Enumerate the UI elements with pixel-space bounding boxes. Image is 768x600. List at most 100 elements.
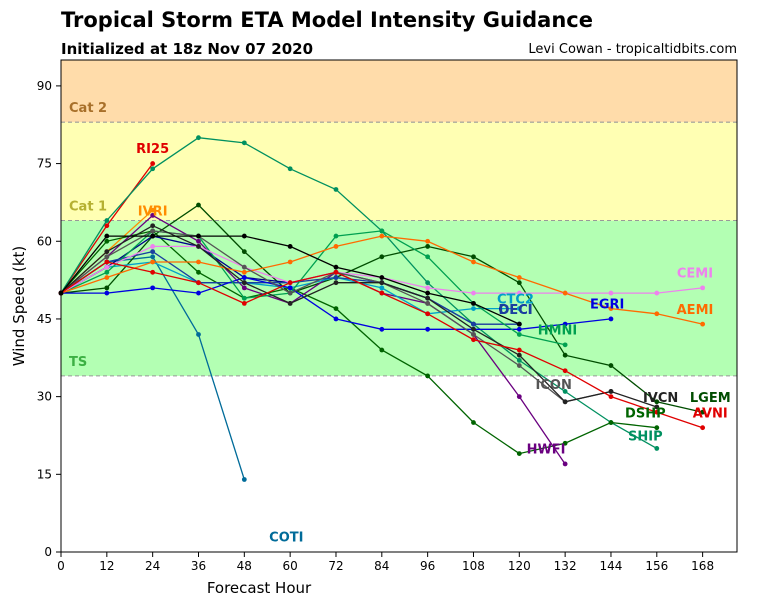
data-point-ivcn-12 (104, 249, 110, 255)
y-tick-label-0: 0 (44, 545, 52, 559)
data-point-lgem-144 (608, 363, 614, 368)
data-point-dshp-72 (333, 306, 339, 311)
data-point-icon-24 (150, 228, 156, 234)
data-point-aemi-96 (425, 238, 431, 244)
data-point-aemi-24 (150, 259, 156, 265)
y-tick-label-60: 60 (37, 234, 52, 248)
data-point-ivcn-72 (333, 280, 339, 286)
x-tick-label-0: 0 (57, 559, 65, 573)
y-tick-label-45: 45 (37, 312, 52, 326)
series-label-deci: DECI (498, 303, 532, 318)
data-point-egri-48 (241, 275, 247, 280)
data-point-egri-84 (379, 326, 385, 332)
x-tick-label-24: 24 (145, 559, 160, 573)
data-point-cemi-120 (516, 290, 522, 296)
data-point-egri-96 (425, 326, 431, 332)
data-point-aemi-144 (608, 306, 614, 311)
series-label-hwfi: HWFI (527, 443, 566, 458)
series-label-aemi: AEMI (677, 303, 714, 318)
data-point-egri-60 (287, 285, 293, 291)
intensity-bands (61, 60, 737, 377)
data-point-cemi-108 (471, 290, 476, 296)
series-label-ship: SHIP (628, 430, 663, 445)
series-label-ivcn: IVCN (643, 391, 678, 406)
band-cat-1 (61, 122, 737, 221)
x-tick-label-48: 48 (237, 559, 252, 573)
data-point-lgem-36 (196, 202, 201, 208)
data-point-ivcn-60 (287, 301, 293, 306)
data-point-aemi-156 (654, 311, 660, 317)
data-point-hmni-12 (104, 269, 110, 275)
data-point-black-48 (241, 233, 247, 239)
data-point-hmni-48 (241, 295, 247, 301)
plot-border (60, 59, 738, 553)
data-point-avni-36 (196, 280, 201, 286)
credit-text: Levi Cowan - tropicaltidbits.com (528, 42, 737, 57)
data-point-avni-60 (287, 280, 293, 286)
x-tick-label-156: 156 (645, 559, 668, 573)
series-labels: RI25 IVRI COTI SHIP DSHP LGEM HWFI CTC2OFCIDECI… (136, 142, 730, 545)
data-point-black-24 (150, 233, 156, 239)
data-point-ivcn-144 (608, 389, 614, 394)
data-point-hmni-96 (425, 254, 431, 260)
data-point-cemi-24 (150, 244, 156, 249)
page-subtitle: Initialized at 18z Nov 07 2020 (61, 40, 314, 58)
data-point-icon-12 (104, 254, 110, 260)
data-point-black-84 (379, 275, 385, 280)
data-point-deci-24 (150, 249, 156, 255)
data-point-hwfi-24 (150, 212, 156, 218)
data-point-ship-156 (654, 446, 660, 451)
data-point-lgem-156 (654, 399, 660, 405)
data-point-cemi-168 (700, 285, 706, 291)
data-point-dshp-132 (562, 440, 568, 446)
data-point-coti-48 (241, 477, 247, 482)
series-lines (58, 135, 706, 482)
band-labels: TS Cat 1 Cat 2 (69, 101, 107, 370)
series-label-ri25: RI25 (136, 142, 169, 157)
data-point-lgem-96 (425, 244, 431, 249)
data-point-ivcn-48 (241, 280, 247, 286)
data-point-ship-72 (333, 187, 339, 192)
x-tick-label-36: 36 (191, 559, 206, 573)
data-point-ship-120 (516, 357, 522, 363)
data-point-dshp-96 (425, 373, 431, 379)
y-tick-label-15: 15 (37, 467, 52, 481)
data-point-dshp-12 (104, 238, 110, 244)
data-point-dshp-108 (471, 420, 476, 425)
data-point-ivcn-132 (562, 399, 568, 405)
data-point-cemi-156 (654, 290, 660, 296)
series-aemi (58, 233, 706, 327)
band-label-ts: TS (69, 355, 87, 370)
data-point-cemi-144 (608, 290, 614, 296)
data-point-dshp-120 (516, 451, 522, 456)
data-point-aemi-72 (333, 244, 339, 249)
x-tick-label-72: 72 (328, 559, 343, 573)
series-label-ofci: OFCI (498, 303, 532, 318)
data-point-icon-60 (287, 290, 293, 296)
data-point-deci-72 (333, 275, 339, 280)
data-point-aemi-12 (104, 275, 110, 280)
data-point-avni-48 (241, 301, 247, 306)
data-point-black-108 (471, 301, 476, 306)
data-point-dshp-144 (608, 420, 614, 425)
y-axis-label: Wind Speed (kt) (10, 246, 28, 367)
data-point-avni-156 (654, 409, 660, 415)
y-tick-label-90: 90 (37, 79, 52, 93)
data-point-avni-144 (608, 394, 614, 400)
x-tick-label-120: 120 (508, 559, 531, 573)
data-point-aemi-108 (471, 259, 476, 265)
y-tick-label-75: 75 (37, 157, 52, 171)
data-point-ship-132 (562, 389, 568, 394)
series-label-lgem: LGEM (690, 391, 731, 406)
data-point-aemi-48 (241, 269, 247, 275)
data-point-lgem-48 (241, 249, 247, 255)
band-label-cat-1: Cat 1 (69, 200, 107, 215)
data-point-avni-12 (104, 259, 110, 265)
data-point-icon-120 (516, 363, 522, 368)
data-point-avni-96 (425, 311, 431, 317)
plot-frame (60, 59, 738, 553)
data-point-hwfi-36 (196, 238, 201, 244)
data-point-avni-24 (150, 269, 156, 275)
data-point-ivcn-96 (425, 295, 431, 301)
